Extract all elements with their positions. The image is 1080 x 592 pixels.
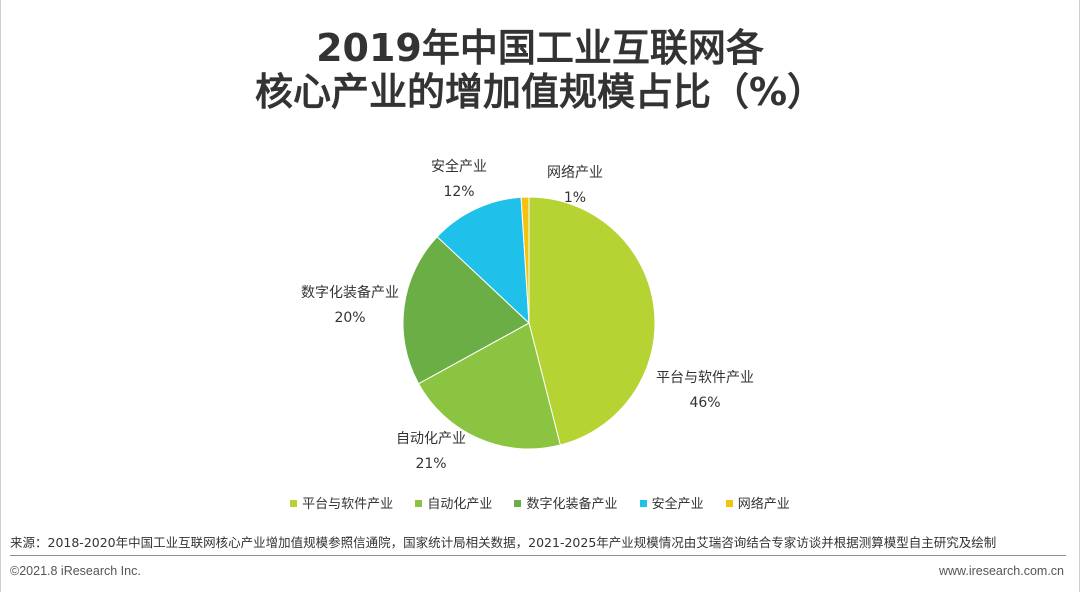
- slice-name-label: 数字化装备产业: [301, 284, 399, 301]
- legend-item: 自动化产业: [415, 493, 492, 512]
- legend-item: 数字化装备产业: [514, 493, 618, 512]
- pie-slice: [528, 196, 656, 446]
- legend-label: 数字化装备产业: [526, 497, 618, 512]
- slice-name-label: 网络产业: [547, 165, 603, 181]
- slice-value-label: 1%: [564, 190, 586, 206]
- slice-value-label: 12%: [443, 184, 474, 200]
- slice-value-label: 21%: [415, 456, 446, 472]
- legend-item: 网络产业: [725, 493, 790, 512]
- copyright-text: ©2021.8 iResearch Inc.: [10, 564, 141, 578]
- pie-slice: [402, 236, 530, 385]
- website-link[interactable]: www.iresearch.com.cn: [938, 564, 1064, 578]
- chart-title: 2019年中国工业互联网各 核心产业的增加值规模占比（%）: [0, 26, 1080, 114]
- chart-legend: 平台与软件产业 自动化产业 数字化装备产业 安全产业 网络产业: [0, 493, 1080, 512]
- slice-name-label: 安全产业: [431, 158, 487, 175]
- legend-label: 网络产业: [737, 497, 790, 512]
- slice-value-label: 46%: [689, 395, 720, 411]
- chart-title-line-1: 2019年中国工业互联网各: [316, 26, 764, 70]
- footer-divider: [10, 555, 1066, 556]
- legend-label: 安全产业: [651, 497, 704, 512]
- legend-item: 平台与软件产业: [290, 493, 393, 512]
- legend-item: 安全产业: [639, 493, 704, 512]
- chart-title-line-2: 核心产业的增加值规模占比（%）: [254, 70, 826, 114]
- legend-swatch: [415, 500, 423, 507]
- legend-swatch: [514, 500, 522, 507]
- pie-labels: 平台与软件产业 46% 自动化产业 21% 数字化装备产业 20% 安全产业 12% 网络产业 1…: [301, 158, 754, 472]
- legend-swatch: [725, 500, 733, 507]
- pie-slices: [402, 196, 656, 450]
- slice-name-label: 自动化产业: [396, 431, 466, 447]
- source-note: 来源：2018-2020年中国工业互联网核心产业增加值规模参照信通院，国家统计局…: [10, 535, 997, 550]
- legend-swatch: [290, 500, 298, 507]
- legend-label: 自动化产业: [427, 497, 493, 512]
- pie-slice: [520, 196, 530, 324]
- legend-label: 平台与软件产业: [302, 497, 394, 512]
- pie-slice: [417, 322, 561, 450]
- pie-slice: [436, 196, 530, 325]
- slice-name-label: 平台与软件产业: [656, 370, 754, 386]
- left-border: [0, 0, 1, 592]
- slice-value-label: 20%: [334, 310, 365, 326]
- legend-swatch: [639, 500, 647, 507]
